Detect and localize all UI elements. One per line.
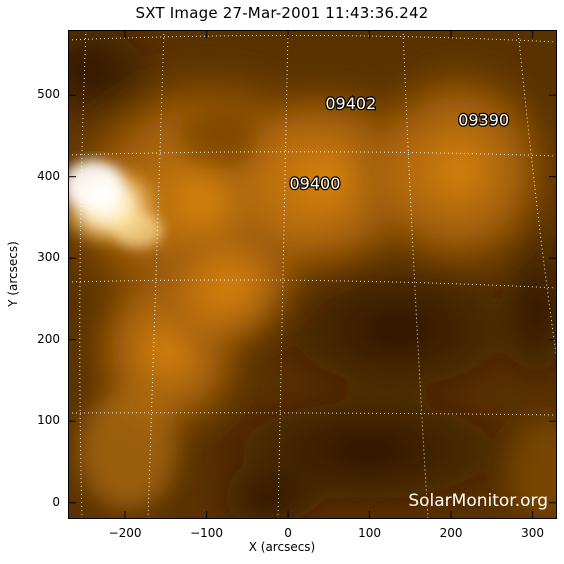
x-tick-label: 200 — [439, 526, 463, 540]
noaa-region-label: 09390 — [458, 110, 509, 129]
x-tick-label: 100 — [358, 526, 381, 540]
axis-tick-marks — [68, 30, 557, 519]
bright-active-region — [68, 160, 163, 250]
watermark: SolarMonitor.org — [408, 491, 548, 511]
coronal-emission — [68, 30, 557, 519]
x-tick-label: −200 — [108, 526, 142, 540]
y-tick-label: 500 — [37, 87, 60, 102]
noaa-region-label: 09400 — [289, 174, 340, 193]
plot-title: SXT Image 27-Mar-2001 11:43:36.242 — [135, 4, 429, 22]
x-axis-label: X (arcsecs) — [248, 540, 316, 554]
x-tick-label: −100 — [190, 526, 224, 540]
noaa-region-label: 09402 — [325, 94, 376, 113]
y-tick-label: 300 — [37, 250, 60, 265]
x-tick-label: 300 — [521, 526, 544, 540]
heliographic-grid — [68, 30, 557, 519]
y-tick-label: 0 — [52, 494, 60, 509]
x-tick-label: 0 — [284, 526, 292, 540]
region-labels: 09402 09390 09400 — [288, 93, 510, 194]
y-axis-label: Y (arcsecs) — [6, 241, 20, 307]
y-tick-label: 400 — [37, 168, 60, 183]
y-tick-label: 200 — [37, 331, 60, 346]
plot-frame — [68, 30, 557, 519]
solar-xray-image: 09402 09390 09400 SolarMonitor.org — [68, 30, 557, 519]
y-tick-label: 100 — [37, 413, 60, 428]
